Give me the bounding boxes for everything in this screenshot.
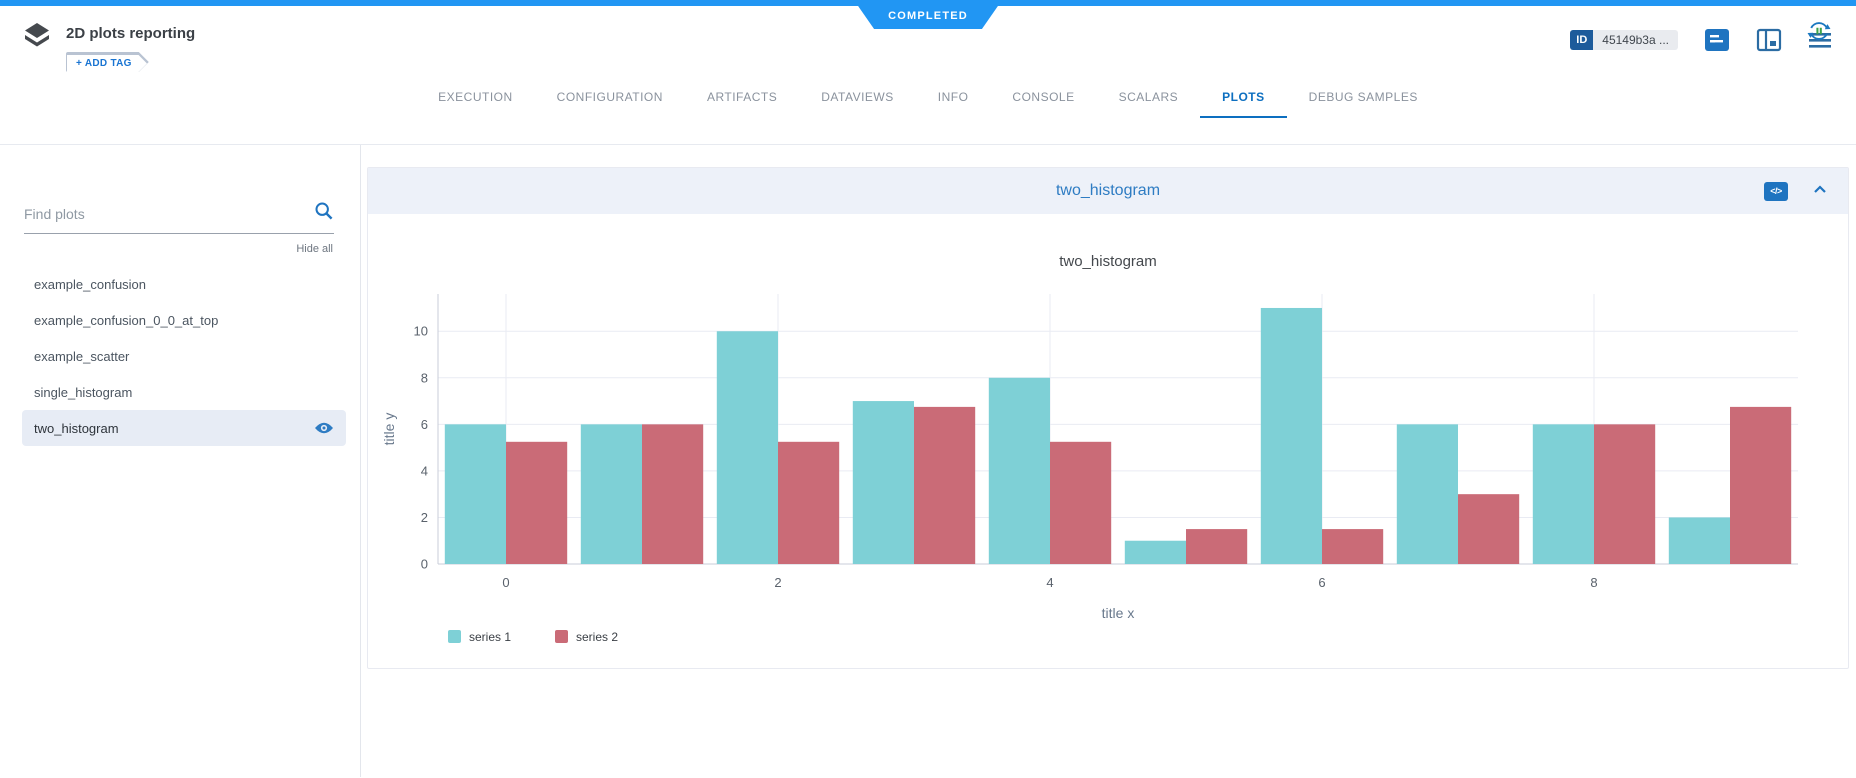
tab-dataviews[interactable]: DATAVIEWS — [821, 90, 894, 104]
plots-content: two_histogram </> 0 2 4 6 8 10 0 2 4 6 8 title x tit… — [361, 145, 1856, 777]
svg-text:title y: title y — [381, 413, 397, 446]
header-right: ID 45149b3a ... — [1570, 27, 1832, 53]
svg-text:0: 0 — [421, 557, 428, 572]
tab-artifacts[interactable]: ARTIFACTS — [706, 90, 778, 104]
plots-sidebar: Hide all example_confusion example_confu… — [0, 145, 361, 777]
search-icon[interactable] — [314, 201, 334, 226]
hide-all-link[interactable]: Hide all — [296, 243, 333, 255]
plot-list: example_confusion example_confusion_0_0_… — [22, 266, 346, 446]
svg-text:series 1: series 1 — [469, 630, 511, 644]
plot-chart-svg: 0 2 4 6 8 10 0 2 4 6 8 title x title y two_histograms… — [381, 253, 1798, 644]
status-badge: COMPLETED — [858, 6, 998, 29]
tabs-bar: EXECUTION CONFIGURATION ARTIFACTS DATAVI… — [0, 78, 1856, 118]
plot-card-header: two_histogram </> — [368, 168, 1848, 214]
svg-text:0: 0 — [502, 575, 509, 590]
plot-card-actions: </> — [1764, 181, 1848, 201]
tab-configuration[interactable]: CONFIGURATION — [556, 90, 663, 104]
svg-text:series 2: series 2 — [576, 630, 618, 644]
tab-info[interactable]: INFO — [937, 90, 969, 104]
plot-list-item-label: two_histogram — [34, 420, 119, 436]
plot-list-item[interactable]: example_scatter — [34, 348, 130, 364]
add-tag-label: + ADD TAG — [67, 55, 148, 72]
split-panel-icon[interactable] — [1756, 27, 1782, 53]
plot-card: two_histogram </> 0 2 4 6 8 10 0 2 4 6 8 title x tit… — [367, 167, 1849, 669]
collapse-chevron-up-icon[interactable] — [1812, 182, 1828, 200]
auto-refresh-icon[interactable] — [1806, 18, 1832, 49]
svg-text:8: 8 — [1590, 575, 1597, 590]
tab-execution[interactable]: EXECUTION — [438, 90, 513, 104]
svg-text:8: 8 — [421, 370, 428, 385]
details-view-icon[interactable] — [1704, 27, 1730, 53]
experiment-layers-icon — [22, 21, 52, 72]
header-left: 2D plots reporting + ADD TAG — [22, 21, 195, 72]
status-badge-wrap: COMPLETED — [858, 6, 998, 29]
svg-text:4: 4 — [1046, 575, 1053, 590]
visibility-eye-icon[interactable] — [314, 421, 334, 435]
plot-list-item[interactable]: single_histogram — [34, 384, 133, 400]
menu-hamburger-icon[interactable] — [1808, 30, 1832, 50]
tab-plots[interactable]: PLOTS — [1200, 78, 1287, 118]
plot-list-item[interactable]: example_confusion — [34, 276, 147, 292]
search-field-wrap — [24, 201, 334, 234]
svg-text:10: 10 — [414, 324, 428, 339]
tab-scalars[interactable]: SCALARS — [1118, 90, 1179, 104]
tab-console[interactable]: CONSOLE — [1012, 90, 1075, 104]
plot-card-title: two_histogram — [1055, 182, 1161, 199]
id-value[interactable]: 45149b3a ... — [1593, 30, 1678, 50]
top-status-strip — [0, 0, 1856, 6]
main-body: Hide all example_confusion example_confu… — [0, 145, 1856, 777]
search-input[interactable] — [24, 205, 314, 222]
svg-text:6: 6 — [1318, 575, 1325, 590]
svg-text:two_histogram: two_histogram — [1059, 253, 1157, 270]
svg-text:4: 4 — [421, 463, 428, 478]
header-divider — [0, 118, 1856, 145]
view-source-code-button[interactable]: </> — [1764, 181, 1788, 201]
plot-list-item[interactable]: example_confusion_0_0_at_top — [34, 312, 219, 328]
plot-list-item-selected[interactable]: two_histogram — [22, 410, 346, 446]
title-block: 2D plots reporting + ADD TAG — [66, 21, 195, 72]
tab-debug-samples[interactable]: DEBUG SAMPLES — [1308, 90, 1418, 104]
svg-text:title x: title x — [1102, 605, 1135, 621]
svg-text:2: 2 — [774, 575, 781, 590]
app-header: 2D plots reporting + ADD TAG ID 45149b3a… — [0, 6, 1856, 78]
add-tag-button[interactable]: + ADD TAG — [66, 52, 149, 72]
id-label: ID — [1570, 30, 1594, 50]
page-title: 2D plots reporting — [66, 25, 196, 42]
svg-text:2: 2 — [421, 510, 428, 525]
experiment-id-badge: ID 45149b3a ... — [1570, 30, 1678, 50]
svg-text:6: 6 — [421, 417, 428, 432]
